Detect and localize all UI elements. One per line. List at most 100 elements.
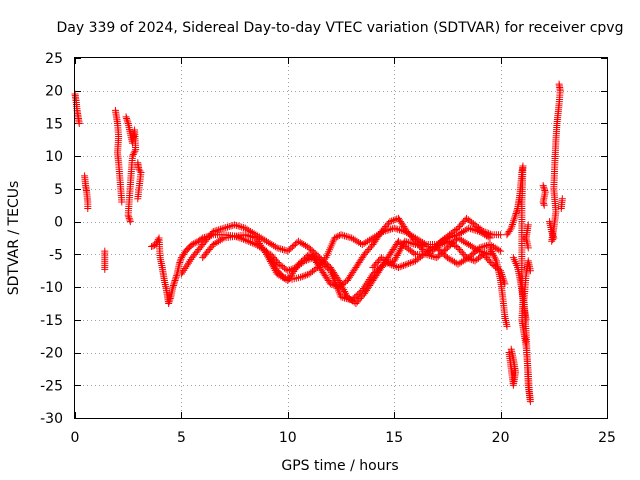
data-point: [267, 250, 275, 258]
data-point: [487, 259, 495, 267]
data-point: [274, 259, 282, 267]
data-point: [289, 265, 297, 273]
data-point: [411, 237, 419, 245]
data-point: [170, 278, 178, 286]
data-point: [166, 295, 174, 303]
data-point: [165, 299, 173, 307]
data-point: [456, 235, 464, 243]
data-point: [394, 263, 402, 271]
data-point: [263, 237, 271, 245]
data-point: [294, 237, 302, 245]
data-point: [385, 226, 393, 234]
data-point: [297, 273, 305, 281]
data-point: [397, 244, 405, 252]
data-point: [252, 234, 260, 242]
data-point: [277, 272, 285, 280]
data-point: [457, 221, 465, 229]
y-tick-label: 20: [45, 84, 63, 100]
data-point: [364, 277, 372, 285]
data-point: [218, 235, 226, 243]
data-point: [403, 260, 411, 268]
data-point: [282, 247, 290, 255]
x-tick-label: 10: [279, 430, 297, 446]
x-tick-label: 20: [492, 430, 510, 446]
data-point: [261, 236, 269, 244]
data-point: [406, 231, 414, 239]
data-point: [232, 221, 240, 229]
data-point: [248, 233, 256, 241]
data-point: [495, 246, 503, 254]
data-point: [468, 243, 476, 251]
data-point: [172, 273, 180, 281]
data-point: [555, 80, 563, 88]
data-point: [390, 257, 398, 265]
data-point: [370, 262, 378, 270]
data-point: [270, 254, 278, 262]
data-point: [539, 182, 547, 190]
data-point: [458, 249, 466, 257]
data-point: [273, 270, 281, 278]
data-point: [304, 256, 312, 264]
data-point: [400, 261, 408, 269]
data-point: [177, 255, 185, 263]
y-tick-label: -25: [40, 378, 63, 394]
data-point: [540, 183, 548, 191]
data-points: [71, 80, 566, 406]
data-point: [456, 259, 464, 267]
data-point: [176, 259, 184, 267]
data-point: [394, 250, 402, 258]
data-point: [426, 251, 434, 259]
data-point: [408, 239, 416, 247]
data-point: [346, 296, 354, 304]
data-point: [243, 225, 251, 233]
data-point: [123, 116, 131, 124]
data-point: [271, 266, 279, 274]
data-point: [213, 238, 221, 246]
data-point: [434, 242, 442, 250]
data-point: [455, 223, 463, 231]
data-point: [268, 261, 276, 269]
data-point: [485, 257, 493, 265]
data-point: [497, 231, 505, 239]
data-point: [300, 241, 308, 249]
data-point: [363, 279, 371, 287]
data-point: [540, 200, 548, 208]
data-point: [539, 198, 547, 206]
data-point: [379, 226, 387, 234]
data-point: [407, 232, 415, 240]
data-point: [362, 249, 370, 257]
data-point: [445, 255, 453, 263]
data-point: [395, 248, 403, 256]
data-point: [419, 238, 427, 246]
data-point: [365, 275, 373, 283]
data-point: [179, 268, 187, 276]
data-point: [403, 238, 411, 246]
data-point: [522, 316, 530, 324]
data-point: [227, 222, 235, 230]
data-point: [365, 245, 373, 253]
data-point: [171, 277, 179, 285]
data-point: [394, 225, 402, 233]
data-point: [458, 229, 466, 237]
data-point: [465, 224, 473, 232]
data-point: [513, 208, 521, 216]
data-point: [452, 243, 460, 251]
data-point: [501, 280, 509, 288]
data-point: [410, 236, 418, 244]
data-point: [365, 236, 373, 244]
data-point: [493, 245, 501, 253]
data-point: [360, 250, 368, 258]
data-point: [557, 205, 565, 213]
data-point: [181, 265, 189, 273]
data-point: [218, 225, 226, 233]
data-point: [173, 272, 181, 280]
data-point: [372, 260, 380, 268]
data-point: [337, 293, 345, 301]
data-point: [124, 211, 132, 219]
data-point: [360, 239, 368, 247]
data-point: [482, 254, 490, 262]
data-point: [454, 224, 462, 232]
data-point: [463, 254, 471, 262]
